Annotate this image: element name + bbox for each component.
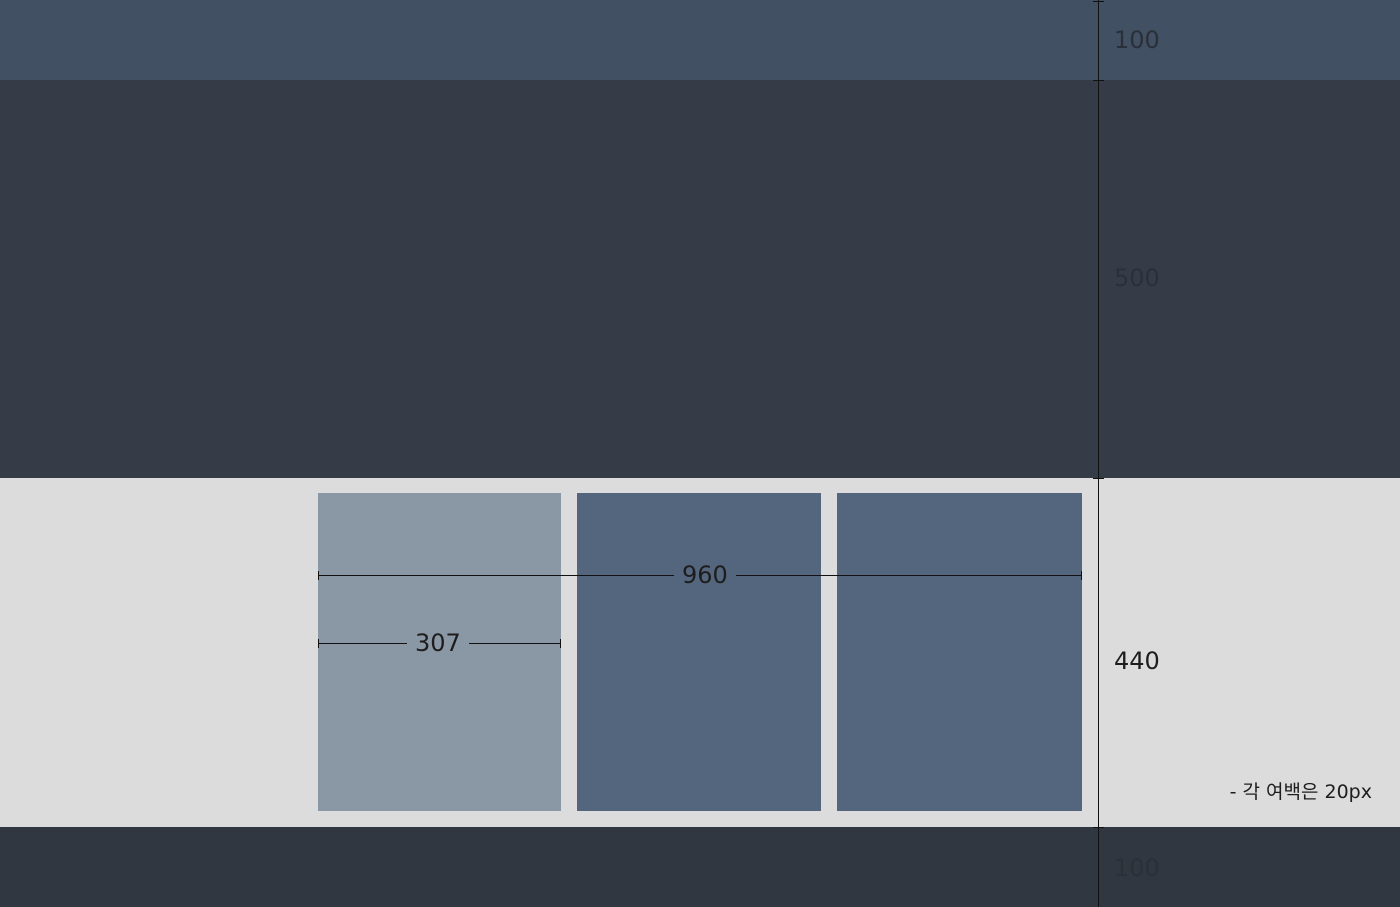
- hero-section: [0, 80, 1400, 478]
- container-width-tick-left: [318, 571, 319, 580]
- header-section: [0, 0, 1400, 80]
- column-width-tick-left: [318, 639, 319, 648]
- column-width-tick-right: [560, 639, 561, 648]
- spacing-note: - 각 여백은 20px: [1229, 781, 1372, 803]
- dimension-tick-hero-bottom: [1093, 478, 1104, 479]
- container-width-tick-right: [1081, 571, 1082, 580]
- header-height-label: 100: [1114, 26, 1160, 54]
- dimension-tick-header-bottom: [1093, 80, 1104, 81]
- footer-section: [0, 827, 1400, 907]
- content-height-label: 440: [1114, 647, 1160, 675]
- dimension-tick-content-bottom: [1093, 827, 1104, 828]
- dimension-tick-top: [1093, 1, 1104, 2]
- vertical-dimension-line: [1098, 0, 1099, 907]
- footer-height-label: 100: [1114, 854, 1160, 882]
- container-width-label: 960: [674, 561, 736, 589]
- column-card-2: [577, 493, 821, 811]
- column-card-3: [837, 493, 1082, 811]
- column-width-label: 307: [407, 629, 469, 657]
- hero-height-label: 500: [1114, 264, 1160, 292]
